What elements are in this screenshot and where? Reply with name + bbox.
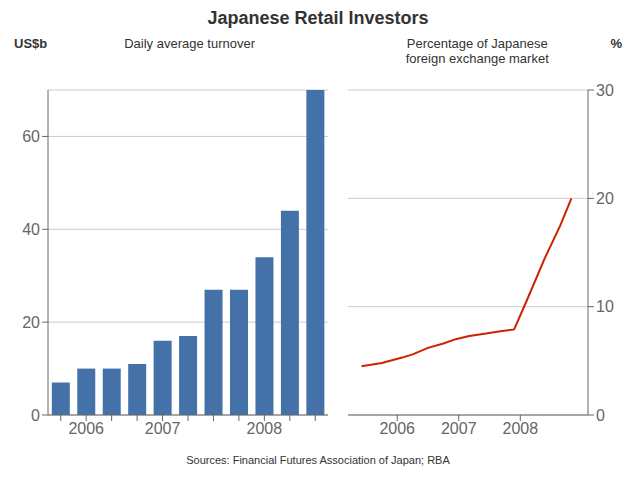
svg-text:0: 0 <box>596 407 605 424</box>
svg-text:10: 10 <box>596 298 614 315</box>
svg-text:2006: 2006 <box>379 420 415 437</box>
svg-text:30: 30 <box>596 82 614 99</box>
svg-text:2008: 2008 <box>503 420 539 437</box>
svg-text:2007: 2007 <box>441 420 477 437</box>
svg-text:2008: 2008 <box>247 420 283 437</box>
svg-text:0: 0 <box>31 407 40 424</box>
html-text:foreign exchange market: foreign exchange market <box>405 51 549 66</box>
html-text:Percentage of Japanese: Percentage of Japanese <box>406 36 548 51</box>
svg-text:20: 20 <box>22 314 40 331</box>
svg-text:2007: 2007 <box>145 420 181 437</box>
svg-text:20: 20 <box>596 190 614 207</box>
html-text:US$b: US$b <box>14 36 48 51</box>
svg-text:2006: 2006 <box>68 420 104 437</box>
svg-text:60: 60 <box>22 128 40 145</box>
html-text:Daily average turnover: Daily average turnover <box>124 36 255 51</box>
html-text:Japanese Retail Investors: Japanese Retail Investors <box>207 8 429 28</box>
html-text:Sources: Financial Futures Ass: Sources: Financial Futures Association o… <box>186 454 450 466</box>
svg-text:40: 40 <box>22 221 40 238</box>
